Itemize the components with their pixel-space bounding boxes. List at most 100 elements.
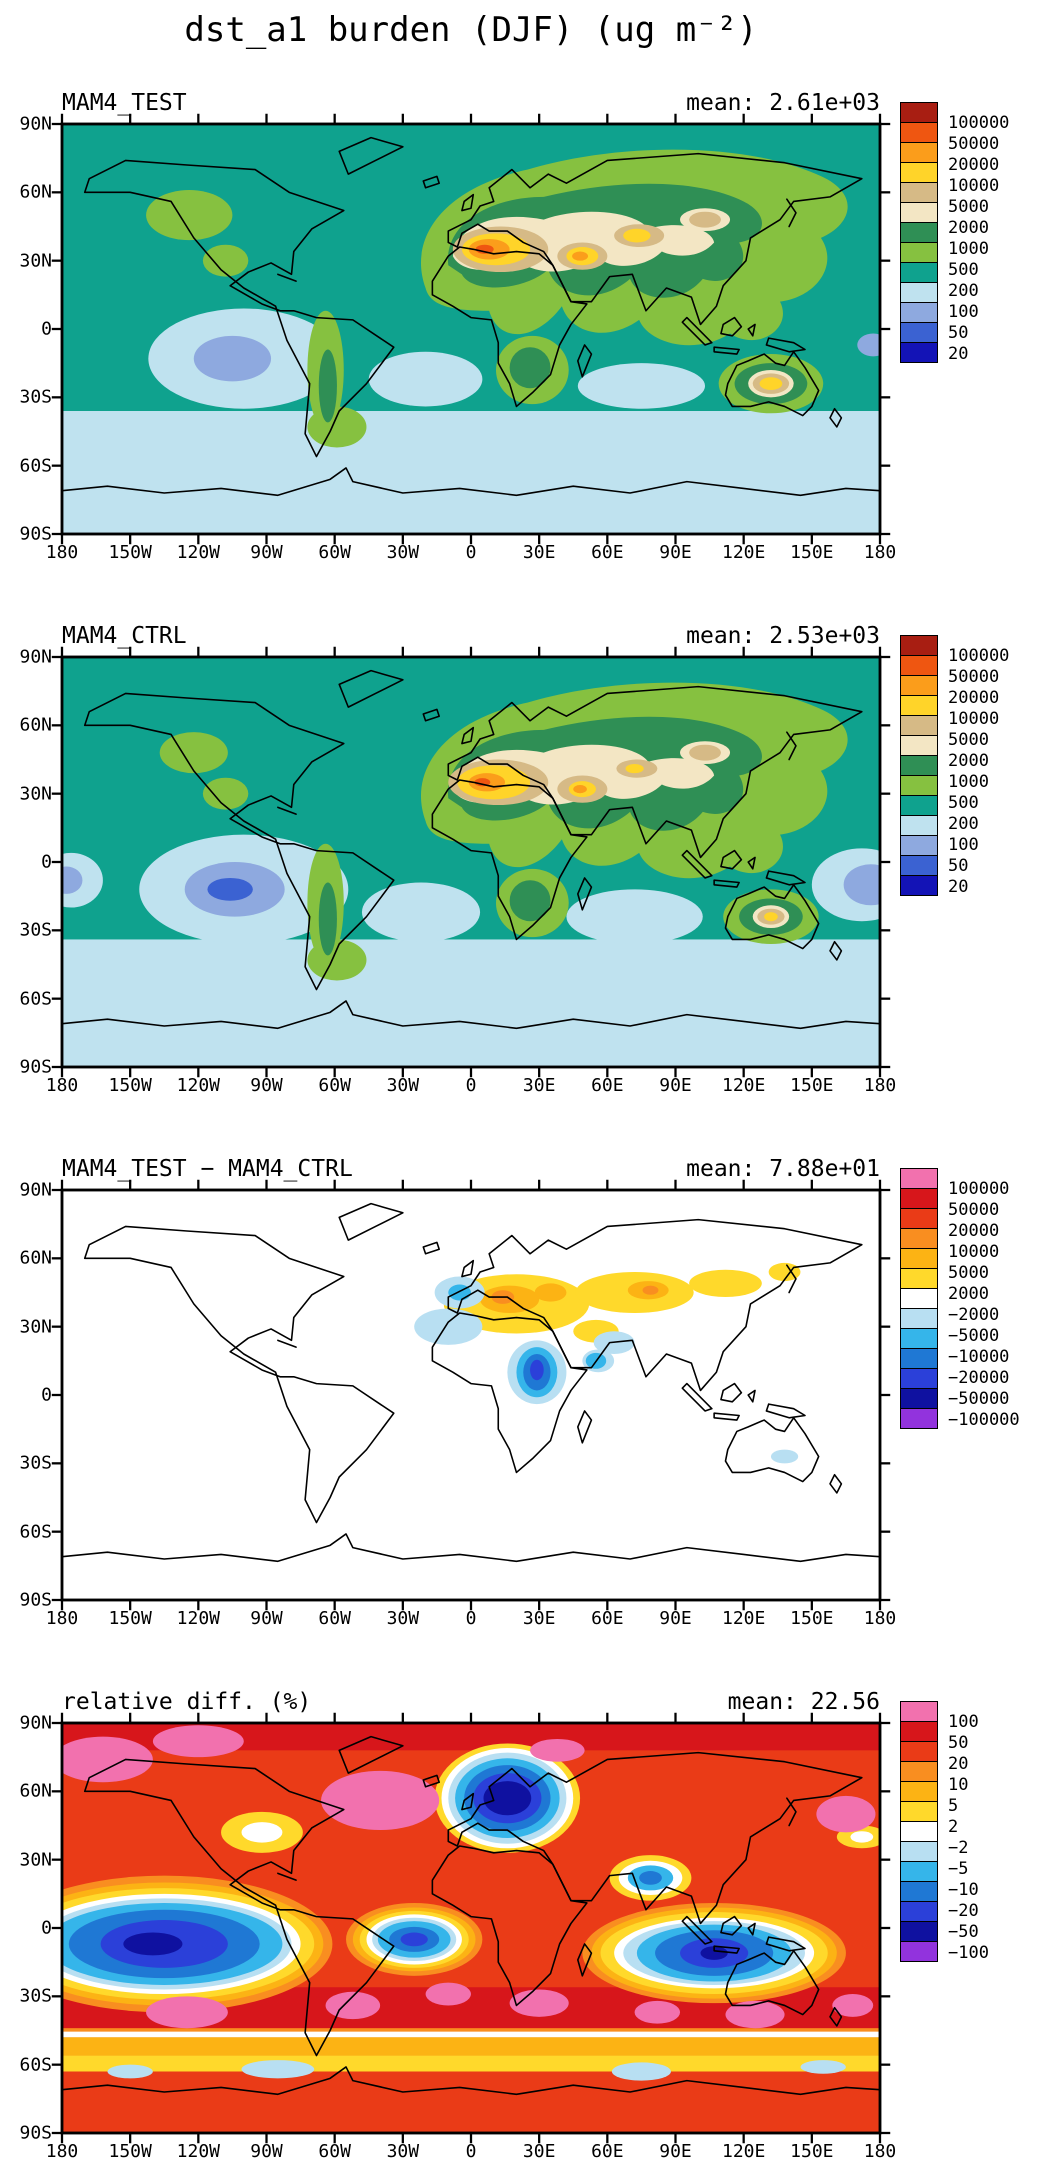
figure-title: dst_a1 burden (DJF) (ug m⁻²) bbox=[184, 10, 758, 50]
lon-tick-label: 150W bbox=[108, 1075, 152, 1096]
colorbar-box bbox=[900, 1168, 938, 1189]
lon-tick-label: 90E bbox=[659, 2141, 692, 2162]
lon-tick-label: 90E bbox=[659, 1608, 692, 1629]
lat-axis-labels: 90N 60N 30N 0 30S 60S 90S bbox=[0, 1180, 52, 1611]
colorbar-box bbox=[900, 1741, 938, 1762]
contour-field bbox=[414, 1262, 801, 1464]
colorbar-box bbox=[900, 322, 938, 343]
panel-mean: mean: 2.61e+03 bbox=[686, 90, 880, 116]
map-relative-diff bbox=[51, 1712, 891, 2144]
lon-tick-label: 150E bbox=[790, 2141, 834, 2162]
map-frame bbox=[60, 655, 882, 1069]
colorbar-label: −10 bbox=[948, 1880, 979, 1900]
colorbar-box bbox=[900, 342, 938, 363]
colorbar-box bbox=[900, 1821, 938, 1842]
colorbar-box bbox=[900, 182, 938, 203]
lon-tick-label: 90W bbox=[250, 542, 283, 563]
colorbar-label: −10000 bbox=[948, 1347, 1010, 1367]
panel-title: MAM4_CTRL bbox=[62, 623, 187, 649]
lon-tick-label: 30E bbox=[522, 542, 556, 563]
lon-tick-label: 120E bbox=[721, 2141, 766, 2162]
colorbar-label: 10000 bbox=[948, 176, 1000, 196]
panel-header: MAM4_TEST − MAM4_CTRL mean: 7.88e+01 bbox=[62, 1146, 880, 1182]
colorbar-label: 1000 bbox=[948, 772, 989, 792]
india-negative-patch bbox=[609, 1855, 692, 1901]
lat-tick-label: 90N bbox=[19, 1712, 52, 1734]
lon-tick-label: 30W bbox=[386, 1075, 420, 1096]
colorbar-box bbox=[900, 1308, 938, 1329]
lat-tick-label: 30S bbox=[19, 1452, 52, 1474]
lon-tick-label: 180 bbox=[863, 2141, 897, 2162]
lat-tick-label: 0 bbox=[41, 1917, 52, 1939]
lat-tick-label: 90S bbox=[19, 2122, 52, 2144]
lat-tick-label: 30N bbox=[19, 783, 52, 805]
colorbar-box bbox=[900, 1841, 938, 1862]
panel-header: MAM4_CTRL mean: 2.53e+03 bbox=[62, 613, 880, 649]
colorbar-label: 2000 bbox=[948, 218, 989, 238]
lat-tick-label: 30N bbox=[19, 1849, 52, 1871]
colorbar-label: 50 bbox=[948, 856, 969, 876]
colorbar-box bbox=[900, 242, 938, 263]
colorbar-label: 20 bbox=[948, 344, 969, 364]
lon-tick-label: 120W bbox=[176, 542, 221, 563]
colorbar-box bbox=[900, 102, 938, 123]
colorbar-label: 5000 bbox=[948, 1263, 989, 1283]
lon-tick-label: 120W bbox=[176, 2141, 221, 2162]
map-mam4-test bbox=[51, 113, 891, 545]
lon-tick-label: 60E bbox=[591, 1075, 624, 1096]
lon-tick-label: 0 bbox=[465, 1075, 477, 1096]
colorbar-box bbox=[900, 162, 938, 183]
lat-tick-label: 30N bbox=[19, 250, 52, 272]
lat-tick-label: 60N bbox=[19, 714, 52, 736]
colorbar-label: −100 bbox=[948, 1943, 989, 1963]
colorbar-box bbox=[900, 1901, 938, 1922]
lon-tick-label: 60W bbox=[318, 1608, 351, 1629]
lat-tick-label: 60S bbox=[19, 2054, 52, 2076]
colorbar-box bbox=[900, 1388, 938, 1409]
lon-tick-label: 30E bbox=[522, 1608, 556, 1629]
colorbar-box bbox=[900, 675, 938, 696]
lat-tick-label: 30N bbox=[19, 1316, 52, 1338]
colorbar-label: 20000 bbox=[948, 1221, 1000, 1241]
colorbar-label: 20 bbox=[948, 877, 969, 897]
colorbar-label: 100000 bbox=[948, 646, 1010, 666]
colorbar-label: 200 bbox=[948, 814, 979, 834]
panel-mam4-test: MAM4_TEST mean: 2.61e+03 90N 60N 30N 0 30S 60… bbox=[0, 80, 1058, 602]
pacific-negative-region bbox=[62, 1875, 333, 2013]
very-high-positive-patches bbox=[62, 1725, 876, 2029]
colorbar-box bbox=[900, 1348, 938, 1369]
lon-tick-label: 0 bbox=[465, 1608, 477, 1629]
map-frame bbox=[60, 1188, 882, 1602]
map-difference bbox=[51, 1179, 891, 1611]
lat-tick-label: 90N bbox=[19, 1179, 52, 1201]
map-frame bbox=[60, 122, 882, 536]
lon-tick-label: 120E bbox=[721, 1608, 766, 1629]
lat-axis-labels: 90N 60N 30N 0 30S 60S 90S bbox=[0, 647, 52, 1078]
lon-tick-label: 180 bbox=[863, 1075, 897, 1096]
lon-tick-label: 30W bbox=[386, 542, 420, 563]
colorbar-label: 100000 bbox=[948, 113, 1010, 133]
lat-tick-label: 30S bbox=[19, 919, 52, 941]
map-area bbox=[51, 1712, 891, 2144]
colorbar-label: 100 bbox=[948, 1712, 979, 1732]
colorbar-box bbox=[900, 1408, 938, 1429]
colorbar-label: −2 bbox=[948, 1838, 969, 1858]
lat-axis-labels: 90N 60N 30N 0 30S 60S 90S bbox=[0, 1713, 52, 2144]
colorbar-box bbox=[900, 1721, 938, 1742]
neutral-base bbox=[62, 1190, 880, 1600]
lat-tick-label: 0 bbox=[41, 318, 52, 340]
panel-title: MAM4_TEST bbox=[62, 90, 187, 116]
lon-tick-label: 120W bbox=[176, 1075, 221, 1096]
lon-tick-label: 30E bbox=[522, 1075, 556, 1096]
lon-axis-labels: 180 150W 120W 90W 60W 30W 0 30E 60E 90E 120E 150E 18… bbox=[46, 538, 897, 566]
contour-field bbox=[62, 682, 880, 1067]
lon-tick-label: 0 bbox=[465, 2141, 477, 2162]
colorbar-label: 100000 bbox=[948, 1179, 1010, 1199]
colorbar-label: 10000 bbox=[948, 1242, 1000, 1262]
lon-tick-label: 0 bbox=[465, 542, 477, 563]
colorbar-box bbox=[900, 715, 938, 736]
colorbar-box bbox=[900, 1228, 938, 1249]
colorbar-box bbox=[900, 635, 938, 656]
colorbar-box bbox=[900, 302, 938, 323]
